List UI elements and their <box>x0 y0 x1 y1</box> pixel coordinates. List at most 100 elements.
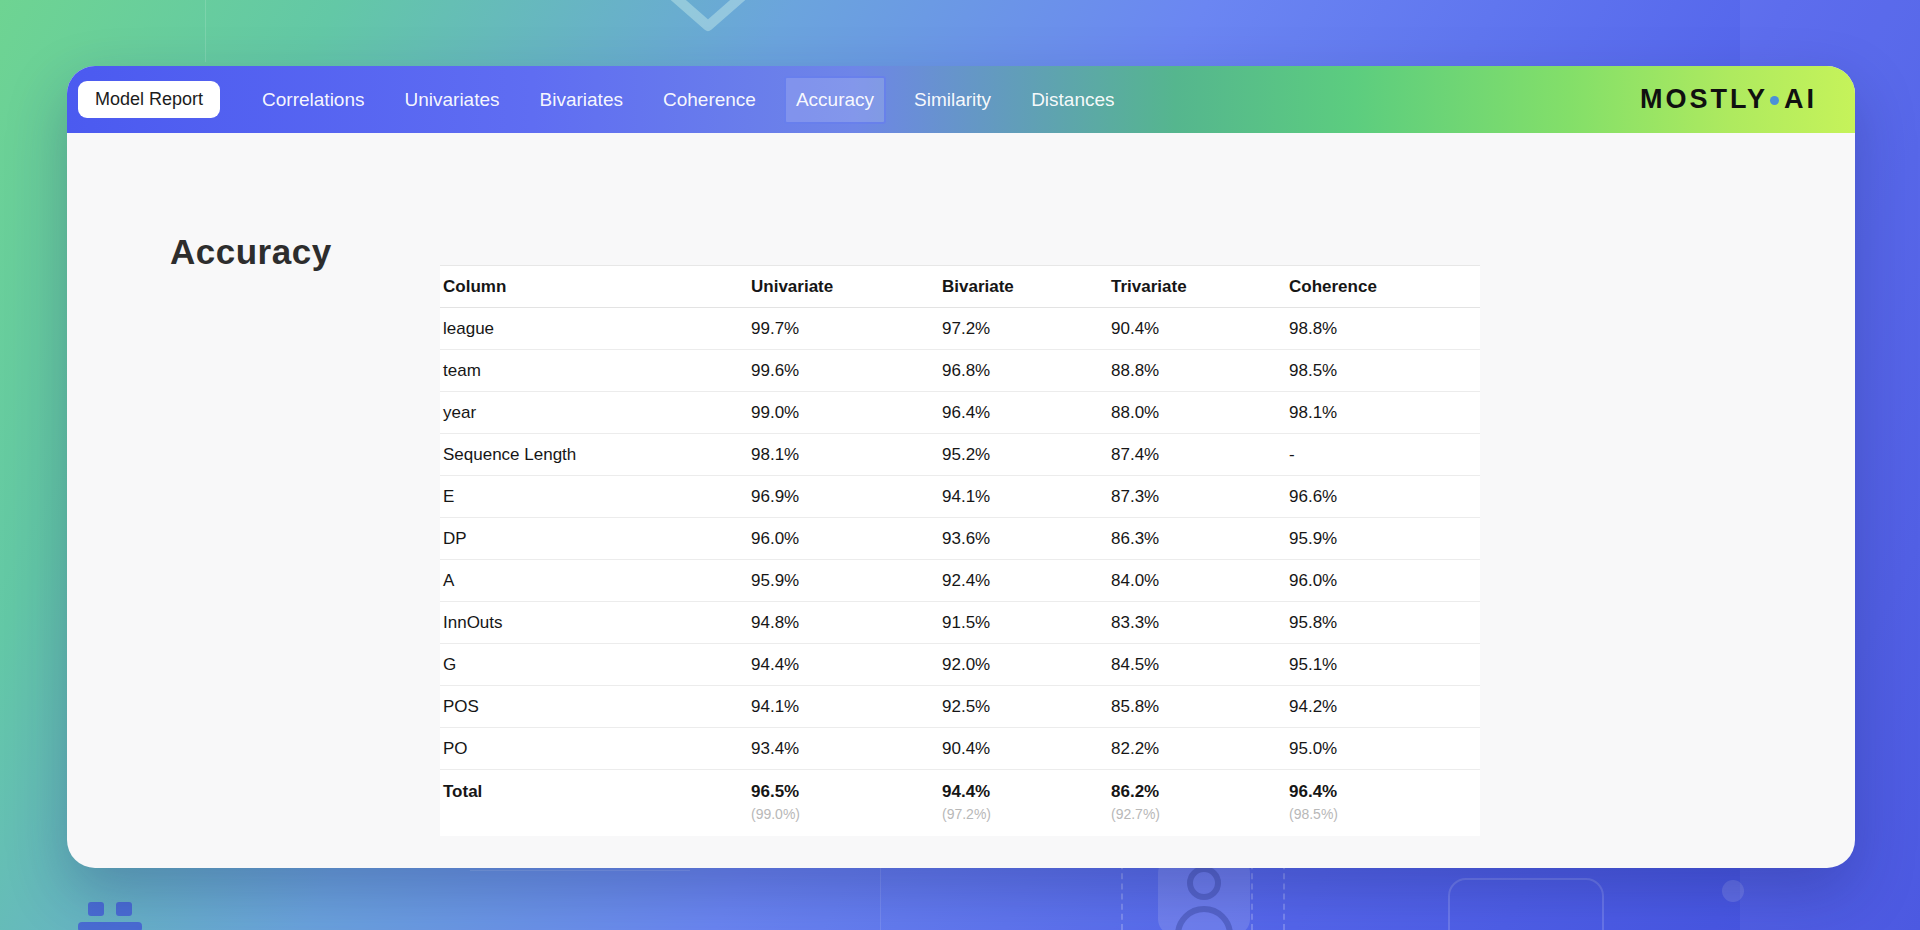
table-cell: 97.2% <box>939 319 1108 339</box>
table-subvalue: (99.0%) <box>751 806 939 822</box>
table-row: team99.6%96.8%88.8%98.5% <box>440 350 1480 392</box>
logo-text-mostly: MOSTLY <box>1640 84 1768 115</box>
table-cell: 96.0% <box>748 529 939 549</box>
table-cell: 90.4% <box>939 739 1108 759</box>
table-subvalue: (92.7%) <box>1111 806 1286 822</box>
table-cell: Univariate <box>748 277 939 297</box>
table-cell: 91.5% <box>939 613 1108 633</box>
table-cell: 98.1% <box>1286 403 1480 423</box>
table-cell: 96.9% <box>748 487 939 507</box>
table-cell: 98.8% <box>1286 319 1480 339</box>
table-cell: Coherence <box>1286 277 1480 297</box>
bg-grid-line <box>470 870 690 871</box>
table-cell: Trivariate <box>1108 277 1286 297</box>
table-row: league99.7%97.2%90.4%98.8% <box>440 308 1480 350</box>
table-cell: A <box>440 571 748 591</box>
table-cell: 87.3% <box>1108 487 1286 507</box>
table-row: E96.9%94.1%87.3%96.6% <box>440 476 1480 518</box>
table-cell: 96.8% <box>939 361 1108 381</box>
table-cell: 83.3% <box>1108 613 1286 633</box>
logo-dot-icon <box>1770 96 1779 105</box>
table-cell: 85.8% <box>1108 697 1286 717</box>
nav-item-bivariates[interactable]: Bivariates <box>528 76 635 124</box>
table-cell: team <box>440 361 748 381</box>
table-cell: G <box>440 655 748 675</box>
nav-item-distances[interactable]: Distances <box>1019 76 1126 124</box>
table-cell: 84.5% <box>1108 655 1286 675</box>
table-cell: league <box>440 319 748 339</box>
table-cell: 92.0% <box>939 655 1108 675</box>
table-cell: Total <box>440 782 748 802</box>
table-cell: 96.6% <box>1286 487 1480 507</box>
table-cell: 99.0% <box>748 403 939 423</box>
nav-item-coherence[interactable]: Coherence <box>651 76 768 124</box>
nav-items: Correlations Univariates Bivariates Coheren… <box>242 76 1134 124</box>
table-cell: 98.5% <box>1286 361 1480 381</box>
table-row: Sequence Length98.1%95.2%87.4%- <box>440 434 1480 476</box>
page-title: Accuracy <box>170 232 332 272</box>
nav-item-similarity[interactable]: Similarity <box>902 76 1003 124</box>
table-cell: 96.5%(99.0%) <box>748 782 939 822</box>
table-cell: 95.0% <box>1286 739 1480 759</box>
table-cell: 95.9% <box>1286 529 1480 549</box>
table-cell: 84.0% <box>1108 571 1286 591</box>
table-cell: Sequence Length <box>440 445 748 465</box>
table-cell: 86.2%(92.7%) <box>1108 782 1286 822</box>
table-row: year99.0%96.4%88.0%98.1% <box>440 392 1480 434</box>
nav-item-univariates[interactable]: Univariates <box>393 76 512 124</box>
table-cell: year <box>440 403 748 423</box>
table-cell: Bivariate <box>939 277 1108 297</box>
table-row: POS94.1%92.5%85.8%94.2% <box>440 686 1480 728</box>
bg-outline-rect <box>1448 878 1604 930</box>
table-cell: DP <box>440 529 748 549</box>
table-cell: Column <box>440 277 748 297</box>
table-total-row: Total96.5%(99.0%)94.4%(97.2%)86.2%(92.7%… <box>440 770 1480 836</box>
table-cell: 86.3% <box>1108 529 1286 549</box>
table-cell: 94.8% <box>748 613 939 633</box>
table-cell: 87.4% <box>1108 445 1286 465</box>
table-cell: 95.2% <box>939 445 1108 465</box>
table-cell: 93.4% <box>748 739 939 759</box>
table-cell: 90.4% <box>1108 319 1286 339</box>
table-cell: 94.4% <box>748 655 939 675</box>
table-row: PO93.4%90.4%82.2%95.0% <box>440 728 1480 770</box>
table-cell: 94.2% <box>1286 697 1480 717</box>
table-cell: 94.1% <box>939 487 1108 507</box>
table-row: DP96.0%93.6%86.3%95.9% <box>440 518 1480 560</box>
table-subvalue: (97.2%) <box>942 806 1108 822</box>
table-cell: 95.1% <box>1286 655 1480 675</box>
table-cell: 99.7% <box>748 319 939 339</box>
table-cell: 98.1% <box>748 445 939 465</box>
table-cell: 94.4%(97.2%) <box>939 782 1108 822</box>
table-cell: 88.0% <box>1108 403 1286 423</box>
table-cell: 88.8% <box>1108 361 1286 381</box>
table-cell: POS <box>440 697 748 717</box>
table-cell: 82.2% <box>1108 739 1286 759</box>
table-cell: 96.4% <box>939 403 1108 423</box>
table-cell: 93.6% <box>939 529 1108 549</box>
mostly-ai-logo: MOSTLY AI <box>1640 84 1817 115</box>
table-cell: 92.5% <box>939 697 1108 717</box>
nav-item-correlations[interactable]: Correlations <box>250 76 376 124</box>
table-header-row: ColumnUnivariateBivariateTrivariateCoher… <box>440 265 1480 308</box>
accuracy-table: ColumnUnivariateBivariateTrivariateCoher… <box>440 265 1480 836</box>
chevron-down-icon <box>652 0 764 34</box>
table-cell: 95.9% <box>748 571 939 591</box>
table-cell: 94.1% <box>748 697 939 717</box>
network-icon <box>76 902 146 930</box>
table-row: InnOuts94.8%91.5%83.3%95.8% <box>440 602 1480 644</box>
table-cell: E <box>440 487 748 507</box>
table-cell: 95.8% <box>1286 613 1480 633</box>
report-navbar: Model Report Correlations Univariates Biva… <box>67 66 1855 133</box>
table-row: A95.9%92.4%84.0%96.0% <box>440 560 1480 602</box>
table-cell: 96.4%(98.5%) <box>1286 782 1480 822</box>
table-subvalue: (98.5%) <box>1289 806 1480 822</box>
table-cell: 92.4% <box>939 571 1108 591</box>
table-cell: - <box>1286 445 1480 465</box>
table-cell: PO <box>440 739 748 759</box>
bg-dot <box>1722 880 1744 902</box>
report-card: Model Report Correlations Univariates Biva… <box>67 66 1855 868</box>
model-report-badge[interactable]: Model Report <box>78 81 220 118</box>
bg-grid-line <box>205 0 206 62</box>
nav-item-accuracy[interactable]: Accuracy <box>784 76 886 124</box>
